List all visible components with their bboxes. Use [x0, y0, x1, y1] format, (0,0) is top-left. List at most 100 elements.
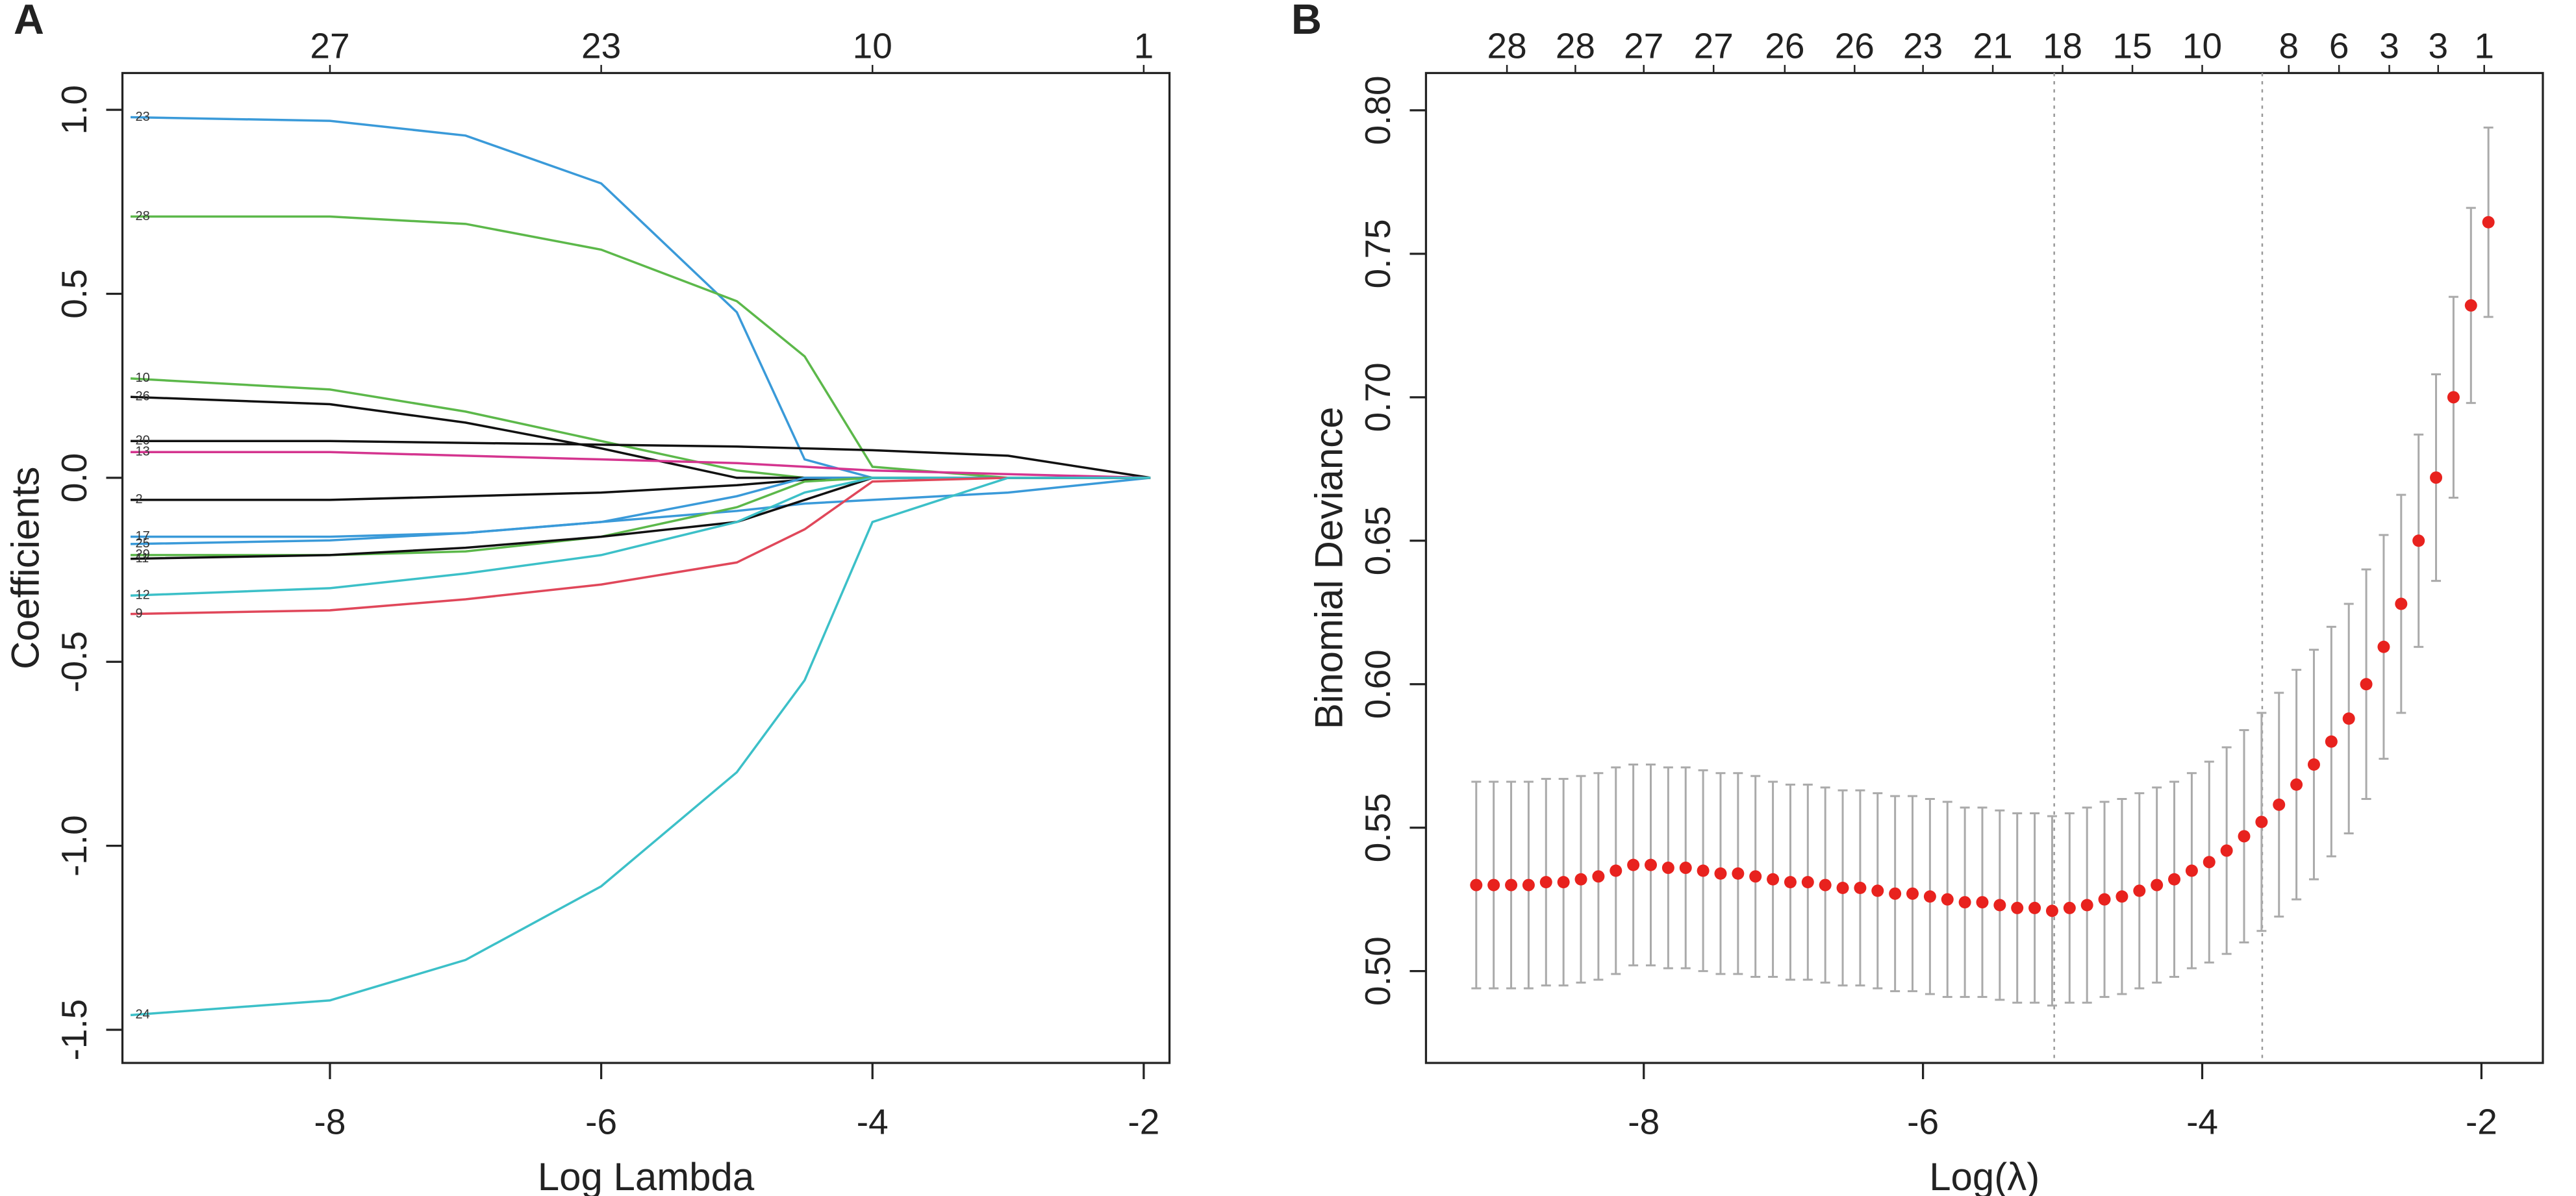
- y-tick-label: 0.70: [1357, 362, 1398, 432]
- point: [1645, 858, 1657, 871]
- x-axis-label: Log(λ): [1929, 1155, 2039, 1196]
- point: [2133, 884, 2146, 897]
- coefficient-path: [130, 477, 1151, 545]
- point: [2307, 758, 2320, 771]
- point: [2238, 830, 2251, 843]
- top-tick-label: 27: [310, 26, 349, 66]
- path-label: 17: [135, 529, 149, 543]
- top-tick-label: 27: [1624, 26, 1663, 66]
- y-tick-label: 1.0: [54, 85, 94, 134]
- point: [2203, 856, 2216, 869]
- point: [2273, 798, 2286, 811]
- point: [1871, 884, 1884, 897]
- top-tick-label: 15: [2112, 26, 2152, 66]
- point: [1906, 887, 1919, 900]
- top-tick-label: 10: [2182, 26, 2222, 66]
- point: [1627, 858, 1640, 871]
- path-label: 23: [135, 110, 149, 124]
- point: [2412, 534, 2425, 547]
- coefficient-path: [130, 477, 1151, 597]
- top-tick-label: 3: [2428, 26, 2448, 66]
- point: [2063, 901, 2076, 914]
- point: [2255, 816, 2268, 828]
- point: [2080, 899, 2093, 912]
- path-label: 2: [135, 492, 142, 506]
- point: [1836, 881, 1849, 894]
- point: [2220, 844, 2233, 857]
- plot-frame: [121, 71, 1171, 1064]
- point: [1976, 896, 1989, 909]
- top-tick-label: 3: [2379, 26, 2399, 66]
- point: [1958, 896, 1971, 909]
- point: [2342, 712, 2355, 725]
- point: [2151, 878, 2164, 891]
- y-axis-label: Coefficients: [3, 467, 47, 669]
- coefficient-path: [131, 451, 1151, 479]
- panel-label: A: [14, 0, 44, 43]
- y-tick-label: 0.55: [1357, 793, 1398, 862]
- point: [2377, 640, 2390, 653]
- coefficient-path: [130, 477, 1151, 1017]
- top-tick-label: 23: [1903, 26, 1943, 66]
- top-tick-label: 8: [2279, 26, 2299, 66]
- path-label: 28: [135, 209, 149, 223]
- point: [2325, 735, 2338, 748]
- point: [2447, 391, 2460, 404]
- path-label: 12: [135, 588, 149, 603]
- point: [1487, 878, 1500, 891]
- point: [1801, 876, 1814, 889]
- x-tick-label: -4: [857, 1102, 889, 1142]
- path-label: 20: [135, 434, 149, 448]
- point: [1819, 878, 1832, 891]
- x-tick-label: -8: [1628, 1102, 1660, 1142]
- x-tick-label: -4: [2186, 1102, 2218, 1142]
- point: [2168, 873, 2181, 886]
- point: [2185, 864, 2198, 877]
- top-tick-label: 18: [2043, 26, 2082, 66]
- top-tick-label: 1: [1134, 26, 1154, 66]
- point: [1714, 867, 1727, 880]
- point: [2464, 299, 2477, 312]
- top-tick-label: 27: [1694, 26, 1734, 66]
- y-tick-label: -1.0: [54, 815, 94, 877]
- point: [1767, 873, 1780, 886]
- point: [2290, 778, 2303, 791]
- point: [2360, 678, 2373, 691]
- x-axis-label: Log Lambda: [538, 1155, 755, 1196]
- point: [1661, 862, 1674, 875]
- y-tick-label: 0.60: [1357, 649, 1398, 719]
- top-tick-label: 23: [581, 26, 621, 66]
- point: [1679, 862, 1692, 875]
- x-tick-label: -2: [1128, 1102, 1159, 1142]
- point: [1889, 887, 1902, 900]
- point: [1941, 893, 1954, 906]
- point: [1610, 864, 1623, 877]
- point: [1749, 870, 1762, 883]
- top-tick-label: 28: [1556, 26, 1595, 66]
- x-tick-label: -6: [585, 1102, 617, 1142]
- point: [1522, 878, 1535, 891]
- point: [1784, 876, 1797, 889]
- point: [1923, 890, 1936, 903]
- coefficient-path: [130, 477, 1151, 616]
- panel-label: B: [1291, 0, 1322, 43]
- path-label: 25: [135, 536, 149, 551]
- point: [1592, 870, 1605, 883]
- point: [1505, 878, 1518, 891]
- top-tick-label: 26: [1835, 26, 1875, 66]
- x-tick-label: -2: [2466, 1102, 2497, 1142]
- point: [1854, 881, 1867, 894]
- point: [1993, 899, 2006, 912]
- x-tick-label: -8: [314, 1102, 346, 1142]
- point: [2098, 893, 2111, 906]
- top-tick-label: 21: [1973, 26, 2013, 66]
- point: [2430, 471, 2443, 484]
- y-tick-label: -1.5: [54, 999, 94, 1061]
- point: [2028, 901, 2041, 914]
- path-label: 10: [135, 371, 149, 385]
- y-tick-label: 0.80: [1357, 75, 1398, 145]
- coefficient-path: [130, 395, 1151, 479]
- top-tick-label: 28: [1487, 26, 1527, 66]
